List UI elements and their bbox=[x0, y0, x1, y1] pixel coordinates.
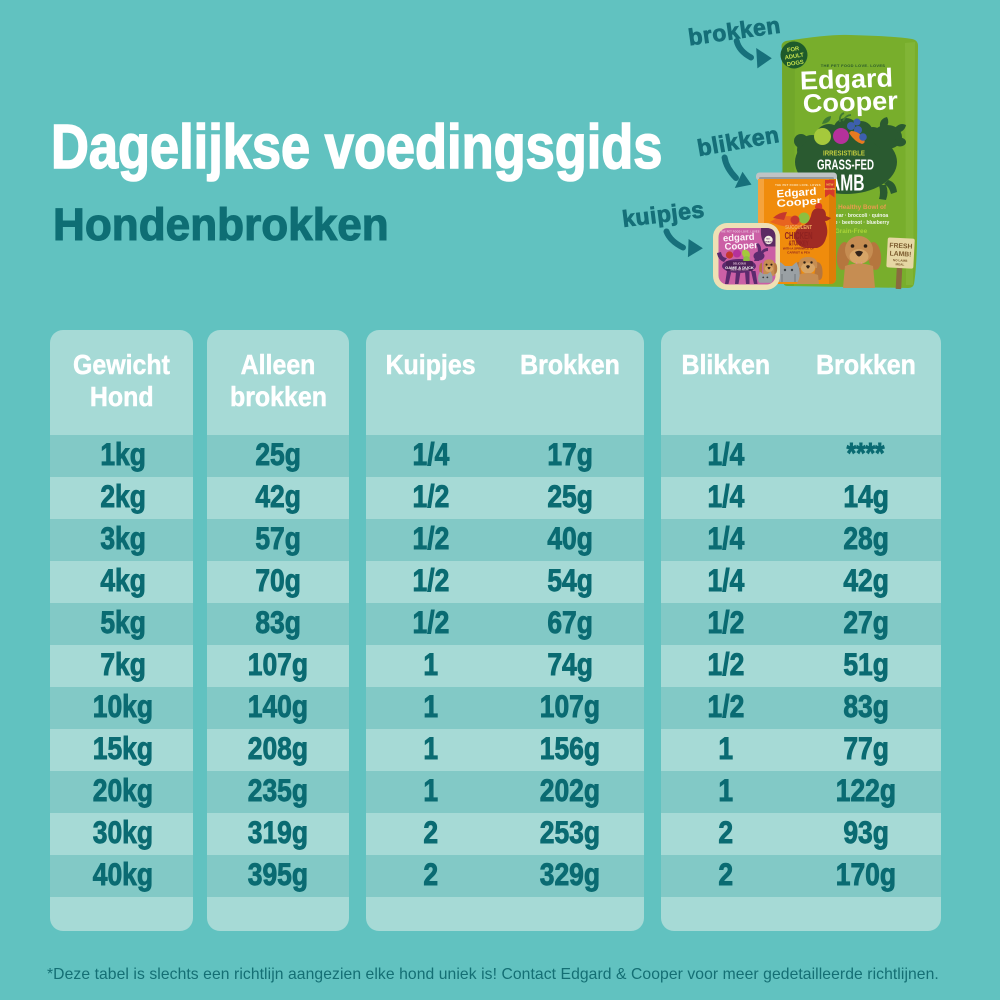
svg-text:CARROT & PEA: CARROT & PEA bbox=[787, 251, 811, 255]
svg-text:THE PET FOOD LOVE. LOVES: THE PET FOOD LOVE. LOVES bbox=[775, 183, 821, 187]
svg-text:· pear · broccoli · quinoa: · pear · broccoli · quinoa bbox=[830, 213, 889, 219]
svg-text:Cooper: Cooper bbox=[776, 195, 822, 210]
svg-text:THE PET FOOD LOVE. LOVES: THE PET FOOD LOVE. LOVES bbox=[821, 63, 886, 68]
svg-text:NO: NO bbox=[766, 239, 770, 241]
svg-text:LAMB!: LAMB! bbox=[889, 250, 911, 258]
svg-text:Edgard: Edgard bbox=[776, 186, 817, 201]
svg-text:edgard: edgard bbox=[723, 232, 755, 245]
svg-text:CHICKEN: CHICKEN bbox=[785, 230, 813, 242]
svg-text:GRAIN: GRAIN bbox=[764, 240, 771, 243]
svg-text:Edgard: Edgard bbox=[799, 62, 893, 95]
svg-text:Cooper: Cooper bbox=[802, 85, 898, 118]
svg-text:RECIPE: RECIPE bbox=[824, 187, 835, 191]
svg-text:DELICIOUS: DELICIOUS bbox=[733, 263, 746, 266]
svg-text:NO LAMB: NO LAMB bbox=[893, 258, 908, 263]
svg-text:&TURKEY: &TURKEY bbox=[789, 241, 809, 248]
svg-text:GRASS-FED: GRASS-FED bbox=[817, 158, 874, 174]
svg-text:FOR: FOR bbox=[787, 46, 801, 54]
svg-text:NEW: NEW bbox=[826, 183, 833, 187]
svg-text:Cooper: Cooper bbox=[724, 240, 758, 253]
svg-text:DOGS: DOGS bbox=[787, 60, 805, 69]
svg-text:WITH A SPRINKLE OF: WITH A SPRINKLE OF bbox=[783, 247, 815, 251]
svg-text:MEAL: MEAL bbox=[895, 262, 904, 266]
svg-text:ADULT: ADULT bbox=[784, 52, 804, 61]
svg-text:THE PET FOOD LOVE. LOVES: THE PET FOOD LOVE. LOVES bbox=[720, 231, 759, 234]
svg-text:A Healthy Bowl of: A Healthy Bowl of bbox=[832, 204, 887, 211]
svg-text:· kale · beetroot · blueberry: · kale · beetroot · blueberry bbox=[825, 220, 890, 226]
svg-text:Grain-Free: Grain-Free bbox=[835, 228, 868, 235]
svg-text:GRAIN FREE RECIPE: GRAIN FREE RECIPE bbox=[730, 268, 749, 271]
svg-text:FRESH: FRESH bbox=[889, 242, 912, 250]
svg-text:IRRESISTIBLE: IRRESISTIBLE bbox=[823, 149, 865, 158]
svg-text:SUCCULENT: SUCCULENT bbox=[785, 225, 813, 231]
svg-text:GAME & DUCK: GAME & DUCK bbox=[725, 265, 754, 270]
